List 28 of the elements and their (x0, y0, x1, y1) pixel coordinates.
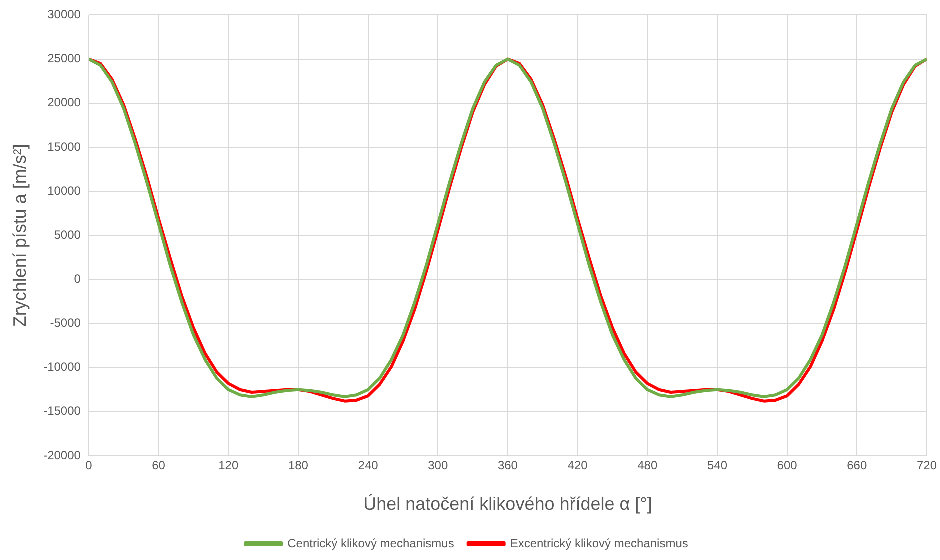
y-tick-label: -20000 (44, 448, 82, 462)
y-tick-label: 20000 (48, 96, 82, 110)
x-tick-label: 540 (707, 458, 728, 473)
x-tick-label: 180 (288, 458, 309, 473)
x-tick-label: 660 (847, 458, 868, 473)
y-tick-label: 25000 (48, 52, 82, 66)
x-axis-title: Úhel natočení klikového hřídele α [°] (364, 494, 652, 514)
y-axis-title: Zrychlení pístu a [m/s²] (10, 144, 30, 328)
legend-label: Excentrický klikový mechanismus (510, 536, 688, 550)
legend-label: Centrický klikový mechanismus (288, 536, 454, 550)
x-tick-label: 240 (358, 458, 379, 473)
y-tick-label: 10000 (48, 184, 82, 198)
x-tick-label: 60 (152, 458, 166, 473)
x-tick-label: 720 (916, 458, 938, 473)
y-tick-label: -10000 (44, 360, 82, 374)
x-tick-label: 600 (777, 458, 798, 473)
x-tick-label: 120 (218, 458, 239, 473)
y-tick-label: 0 (74, 272, 82, 286)
y-tick-label: -5000 (50, 316, 82, 330)
y-tick-label: 5000 (54, 228, 82, 242)
x-tick-label: 360 (498, 458, 518, 473)
x-tick-label: 480 (638, 458, 658, 473)
x-tick-label: 300 (428, 458, 448, 473)
x-tick-label: 420 (568, 458, 588, 473)
x-tick-label: 0 (86, 458, 93, 473)
y-tick-label: 30000 (48, 8, 82, 22)
y-tick-label: -15000 (44, 404, 82, 418)
y-tick-label: 15000 (48, 140, 82, 154)
